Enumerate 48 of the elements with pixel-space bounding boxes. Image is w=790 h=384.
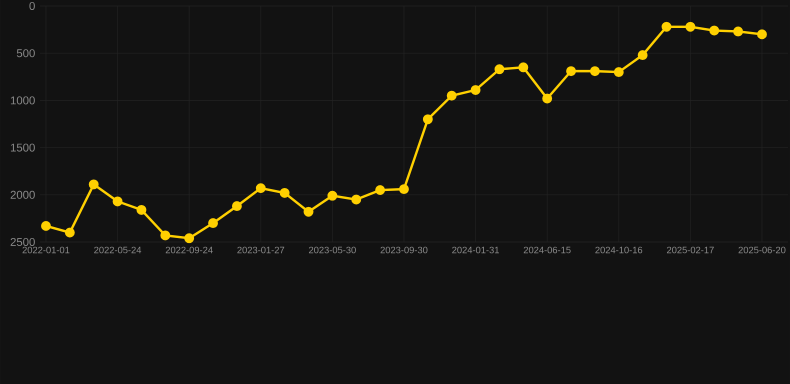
x-tick-label: 2024-10-16	[595, 246, 642, 254]
point	[280, 188, 290, 198]
point	[757, 29, 767, 40]
point	[232, 201, 242, 212]
x-tick-label: 2022-01-01	[22, 246, 70, 254]
y-tick-label: 1500	[10, 144, 35, 152]
y-tick-label: 1000	[10, 96, 35, 104]
point	[351, 194, 362, 204]
point	[375, 185, 386, 196]
x-tick-label: 2023-05-30	[308, 246, 356, 254]
x-tick-label: 2025-06-20	[738, 246, 786, 254]
x-tick-label: 2024-06-15	[524, 246, 571, 254]
point	[614, 67, 624, 78]
point	[256, 183, 266, 194]
point	[685, 22, 696, 32]
point	[304, 206, 314, 217]
point	[733, 26, 744, 36]
point	[41, 221, 51, 231]
y-tick-label: 2000	[10, 190, 35, 199]
x-tick-label: 2025-02-17	[666, 246, 714, 254]
point	[638, 50, 648, 60]
point	[160, 230, 170, 240]
point	[542, 94, 552, 104]
point	[446, 90, 457, 101]
point	[88, 179, 99, 190]
point	[662, 22, 672, 32]
point	[518, 62, 528, 72]
point	[470, 85, 481, 95]
point	[64, 228, 75, 238]
point	[327, 190, 338, 201]
y-tick-label: 0	[29, 2, 35, 10]
point	[184, 233, 194, 244]
y-tick-label: 2500	[10, 238, 35, 246]
point	[422, 114, 433, 124]
y-tick-label: 500	[16, 49, 35, 58]
point	[136, 204, 146, 215]
x-tick-label: 2022-09-24	[166, 246, 213, 254]
point	[399, 184, 409, 194]
point	[494, 64, 504, 74]
point	[566, 66, 576, 76]
point	[590, 66, 600, 76]
x-tick-label: 2023-01-27	[237, 246, 284, 254]
x-tick-label: 2023-09-30	[380, 246, 428, 254]
point	[208, 218, 218, 228]
point	[112, 196, 123, 206]
x-tick-label: 2024-01-31	[452, 246, 499, 254]
point	[709, 26, 720, 36]
x-tick-label: 2022-05-24	[94, 246, 142, 254]
